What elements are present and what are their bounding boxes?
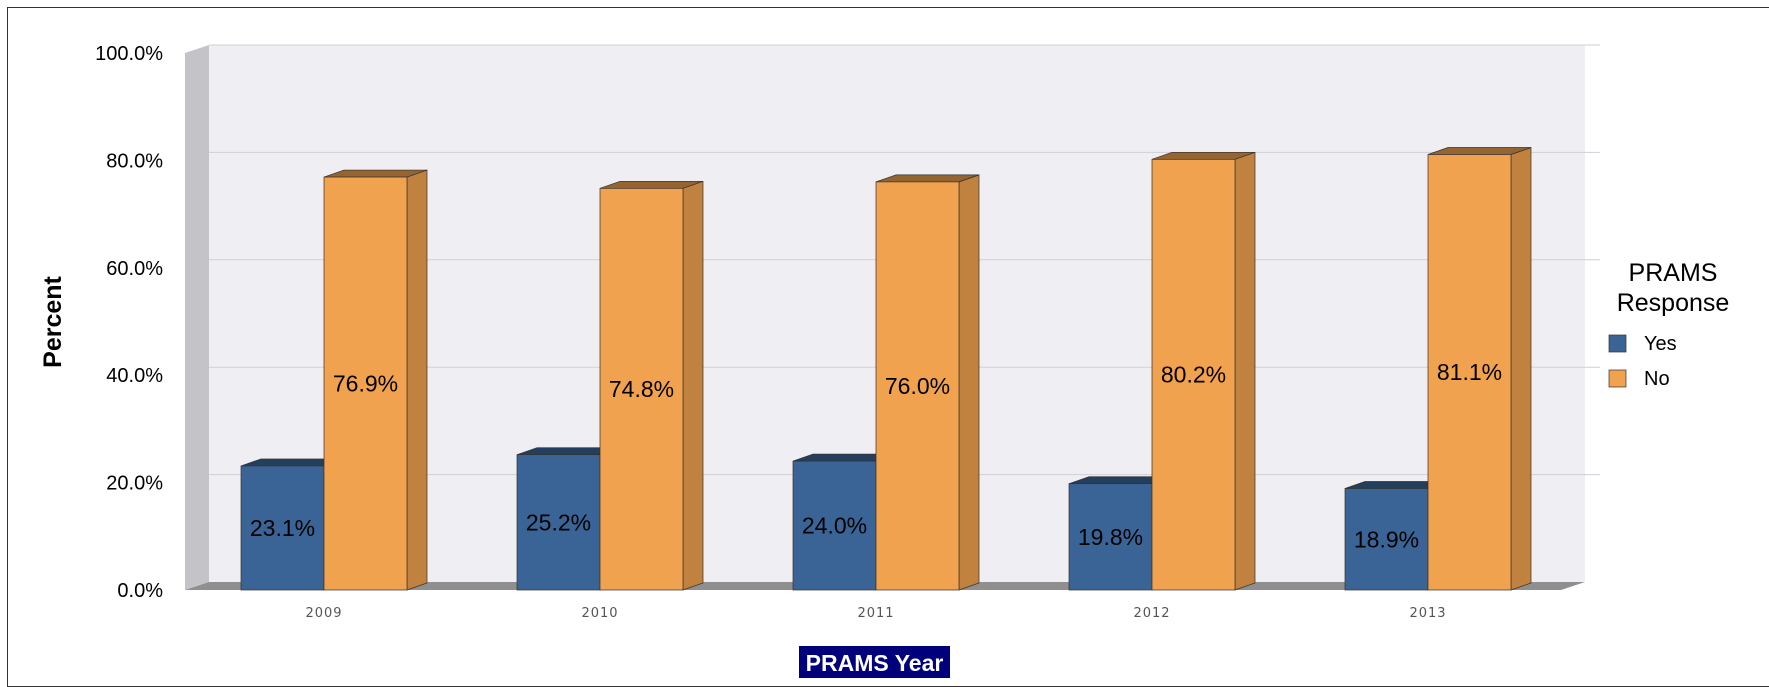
- bar-front: [323, 176, 408, 591]
- bar-front: [1344, 488, 1429, 591]
- data-label: 74.8%: [609, 376, 674, 402]
- y-tick-label: 0.0%: [117, 580, 163, 602]
- y-axis-label: Percent: [39, 275, 67, 367]
- bar-no-2009: 76.9%: [323, 169, 428, 591]
- x-axis-ticks: 2009 2010 2011 2012 2013: [305, 606, 1446, 621]
- x-tick-label: 2012: [1133, 606, 1170, 621]
- bar-no-2011: 76.0%: [875, 174, 980, 591]
- legend-swatch-no: [1608, 369, 1627, 388]
- y-tick-label: 60.0%: [106, 258, 163, 280]
- bar-front: [599, 187, 684, 591]
- data-label: 25.2%: [526, 509, 591, 535]
- x-tick-label: 2013: [1409, 606, 1446, 621]
- x-tick-label: 2011: [857, 606, 894, 621]
- bar-front: [875, 181, 960, 591]
- data-label: 24.0%: [802, 513, 867, 539]
- bar-front: [1151, 158, 1236, 591]
- legend-title-line-2: Response: [1617, 289, 1730, 317]
- bar-no-2012: 80.2%: [1151, 151, 1256, 591]
- legend: PRAMS Response Yes No: [1608, 259, 1730, 390]
- bars: 23.1% 76.9% 25.2% 74.8% 24.0% 76.0% 19.8% 80.2%…: [240, 146, 1532, 591]
- legend-label-no: No: [1644, 368, 1670, 390]
- legend-label-yes: Yes: [1644, 333, 1677, 355]
- y-tick-label: 80.0%: [106, 150, 163, 172]
- data-label: 76.9%: [333, 371, 398, 397]
- bar-no-2010: 74.8%: [599, 180, 704, 591]
- data-label: 23.1%: [250, 515, 315, 541]
- data-label: 18.9%: [1354, 526, 1419, 552]
- bar-side: [1510, 146, 1532, 591]
- y-tick-label: 20.0%: [106, 473, 163, 495]
- bar-side: [1234, 151, 1256, 591]
- bar-side: [406, 169, 428, 591]
- bar-no-2013: 81.1%: [1427, 146, 1532, 591]
- bar-front: [240, 465, 325, 591]
- bar-side: [682, 180, 704, 591]
- bar-front: [516, 454, 601, 591]
- bar-front: [792, 460, 877, 591]
- y-tick-label: 100.0%: [95, 43, 163, 65]
- y-tick-label: 40.0%: [106, 365, 163, 387]
- x-tick-label: 2010: [581, 606, 618, 621]
- bar-front: [1068, 483, 1153, 591]
- data-label: 19.8%: [1078, 524, 1143, 550]
- data-label: 80.2%: [1161, 362, 1226, 388]
- legend-swatch-yes: [1608, 334, 1627, 353]
- x-tick-label: 2009: [305, 606, 342, 621]
- data-label: 81.1%: [1437, 359, 1502, 385]
- y-axis-ticks: 0.0% 20.0% 40.0% 60.0% 80.0% 100.0%: [95, 43, 163, 602]
- data-label: 76.0%: [885, 373, 950, 399]
- left-wall: [185, 45, 209, 590]
- x-axis-label: PRAMS Year: [799, 646, 950, 678]
- bar-side: [958, 174, 980, 591]
- bar-front: [1427, 154, 1512, 591]
- legend-title-line-1: PRAMS: [1629, 259, 1718, 287]
